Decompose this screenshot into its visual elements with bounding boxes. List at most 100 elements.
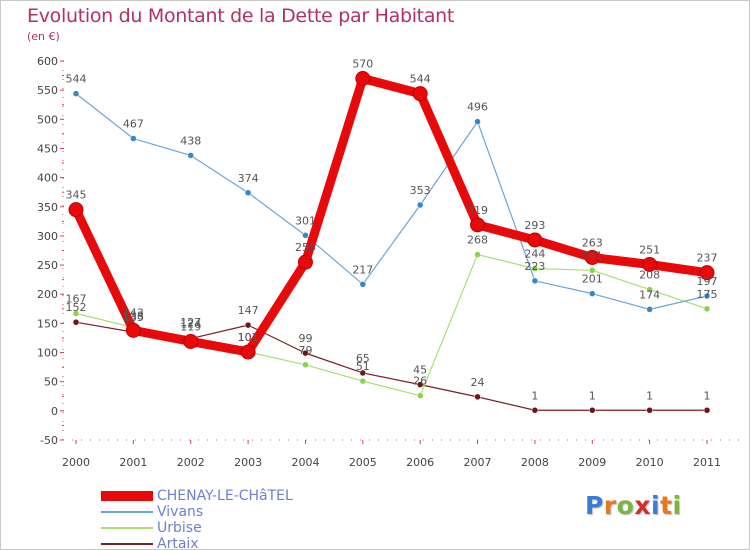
data-label-vivans: 544	[66, 73, 87, 86]
data-point-artaix	[589, 407, 596, 414]
x-tick-label: 2000	[62, 456, 90, 469]
data-point-vivans	[589, 290, 596, 297]
data-label-chenay: 101	[238, 331, 259, 344]
data-point-chenay	[642, 256, 658, 272]
data-label-urbise: 244	[524, 248, 545, 261]
data-point-vivans	[359, 281, 367, 288]
x-tick-label: 2002	[177, 456, 205, 469]
data-point-artaix	[703, 407, 711, 414]
data-label-vivans: 353	[410, 184, 431, 197]
data-label-chenay: 138	[123, 309, 144, 322]
y-tick-label: 450	[37, 142, 58, 155]
data-point-vivans	[130, 135, 137, 142]
data-label-urbise: 241	[582, 249, 603, 262]
data-point-artaix	[646, 407, 653, 414]
legend-swatch-urbise	[101, 527, 153, 529]
data-label-urbise: 79	[298, 344, 312, 357]
data-label-artaix: 1	[704, 389, 711, 402]
legend-label-chenay: CHENAY-LE-CHâTEL	[157, 488, 293, 504]
legend-label-vivans: Vivans	[157, 504, 204, 520]
x-tick-label: 2004	[291, 456, 319, 469]
data-point-artaix	[72, 318, 80, 326]
legend-swatch-chenay	[101, 491, 153, 501]
data-point-chenay	[355, 70, 371, 86]
x-tick-label: 2011	[693, 456, 721, 469]
x-tick-label: 2001	[119, 456, 147, 469]
y-tick-label: -50	[40, 434, 58, 447]
y-tick-label: 150	[37, 317, 58, 330]
data-label-artaix: 152	[66, 301, 87, 314]
data-label-chenay: 570	[352, 57, 373, 70]
chart-title: Evolution du Montant de la Dette par Hab…	[27, 5, 455, 27]
legend-swatch-vivans	[101, 511, 153, 513]
data-point-artaix	[416, 381, 424, 388]
y-tick-label: 300	[37, 230, 58, 243]
data-point-urbise	[589, 267, 596, 274]
data-label-chenay: 263	[582, 236, 603, 249]
data-point-chenay	[125, 322, 141, 338]
logo-letter: r	[603, 491, 617, 520]
data-point-urbise	[646, 286, 653, 293]
y-tick-label: 600	[37, 55, 58, 68]
x-tick-label: 2006	[406, 456, 434, 469]
y-tick-label: 400	[37, 172, 58, 185]
data-point-urbise	[703, 305, 711, 313]
data-point-artaix	[531, 407, 539, 414]
data-point-vivans	[302, 232, 309, 239]
legend-swatch-artaix	[101, 543, 153, 545]
data-point-chenay	[584, 249, 600, 265]
data-point-urbise	[359, 377, 367, 385]
data-label-artaix: 1	[589, 389, 596, 402]
data-label-urbise: 143	[123, 306, 144, 319]
data-point-vivans	[474, 118, 481, 125]
data-point-artaix	[244, 321, 252, 329]
data-point-artaix	[302, 349, 309, 357]
data-label-chenay: 345	[66, 189, 87, 202]
data-label-artaix: 1	[531, 389, 538, 402]
series-line-chenay	[71, 73, 712, 357]
data-label-chenay: 293	[524, 219, 545, 232]
data-label-vivans: 217	[352, 263, 373, 276]
data-label-chenay: 319	[467, 204, 488, 217]
data-label-chenay: 251	[639, 243, 660, 256]
data-label-chenay: 255	[295, 241, 316, 254]
data-label-urbise: 101	[238, 331, 259, 344]
data-label-urbise: 26	[413, 375, 427, 388]
logo-letter: P	[585, 491, 604, 520]
logo-letter: t	[660, 491, 673, 520]
data-label-urbise: 175	[697, 288, 718, 301]
logo-letter: i	[651, 491, 661, 520]
data-label-chenay: 544	[410, 73, 431, 86]
data-point-chenay	[412, 86, 428, 102]
data-point-vivans	[187, 152, 194, 159]
x-tick-label: 2008	[521, 456, 549, 469]
data-label-artaix: 65	[356, 352, 370, 365]
y-tick-label: 350	[37, 201, 58, 214]
logo-letter: x	[634, 491, 651, 520]
data-label-vivans: 301	[295, 214, 316, 227]
data-point-artaix	[474, 393, 481, 401]
data-label-urbise: 167	[66, 292, 87, 305]
data-label-artaix: 24	[471, 376, 485, 389]
y-tick-label: 550	[37, 84, 58, 97]
data-point-urbise	[302, 361, 309, 369]
series-line-vivans	[75, 93, 708, 310]
data-label-vivans: 438	[180, 134, 201, 147]
data-label-artaix: 99	[298, 332, 312, 345]
series-line-urbise	[75, 253, 708, 397]
legend-label-urbise: Urbise	[157, 520, 202, 536]
y-tick-label: 500	[37, 113, 58, 126]
y-tick-label: 250	[37, 259, 58, 272]
data-label-urbise: 127	[180, 316, 201, 329]
data-label-urbise: 208	[639, 269, 660, 282]
logo-letter: o	[616, 491, 635, 520]
data-point-chenay	[68, 202, 84, 218]
chart-unit-label: (en €)	[27, 30, 60, 43]
data-label-vivans: 174	[639, 288, 660, 301]
data-label-chenay: 119	[180, 320, 201, 333]
y-tick-label: 0	[51, 405, 58, 418]
data-point-artaix	[359, 369, 367, 377]
y-tick-label: 50	[44, 376, 58, 389]
